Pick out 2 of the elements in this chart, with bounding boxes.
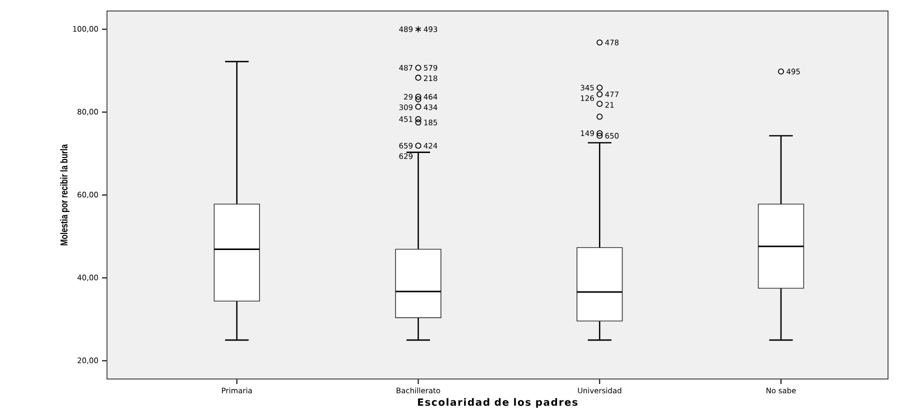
- x-axis-title: Escolaridad de los padres: [418, 398, 578, 408]
- y-axis-title: Molestia por recibir la burla: [60, 144, 70, 246]
